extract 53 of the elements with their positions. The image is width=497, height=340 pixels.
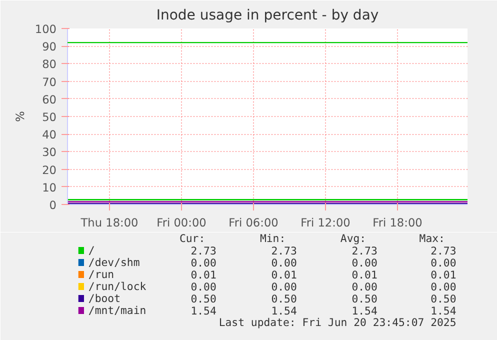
text: Max:: [419, 232, 445, 245]
text: 0.00: [190, 256, 216, 270]
text: 2.73: [190, 244, 216, 258]
text: 1.54: [352, 304, 378, 318]
y-tick-label: 20: [42, 162, 57, 177]
text: 0.50: [352, 292, 378, 306]
text: 1.54: [271, 304, 297, 318]
text: 2.73: [271, 244, 297, 258]
x-tick-label: Thu 18:00: [80, 216, 138, 230]
legend-label: /boot: [88, 292, 121, 305]
legend-label: /run/lock: [88, 280, 147, 293]
text: 0.50: [430, 292, 456, 306]
text: 0.00: [352, 280, 378, 294]
text: 0.00: [352, 256, 378, 270]
y-tick-label: 70: [42, 74, 57, 89]
y-tick-label: 60: [42, 92, 57, 106]
legend-label: /: [88, 244, 95, 257]
x-tick-label: Fri 18:00: [372, 216, 422, 230]
text: 2.73: [430, 244, 456, 258]
y-axis-title: %: [12, 110, 27, 122]
text: 0.00: [190, 280, 216, 294]
y-tick-label: 100: [34, 22, 57, 36]
y-tick-label: 40: [42, 128, 57, 142]
text: 0.00: [430, 280, 456, 294]
y-tick-label: 80: [42, 57, 57, 72]
x-tick-label: Fri 12:00: [300, 216, 350, 230]
x-tick-label: Fri 00:00: [156, 216, 206, 230]
chart-title: Inode usage in percent - by day: [156, 8, 379, 24]
text: 1.54: [190, 304, 216, 318]
text: Cur:: [179, 232, 206, 245]
y-tick-label: 10: [42, 180, 57, 194]
text: Avg:: [340, 232, 366, 245]
text: 0.00: [271, 280, 297, 294]
y-tick-label: 30: [42, 145, 57, 160]
text: 0.00: [430, 256, 456, 270]
y-tick-label: 50: [42, 110, 57, 124]
text: 1.54: [430, 304, 456, 318]
text: Min:: [260, 232, 286, 245]
x-tick-label: Fri 06:00: [228, 216, 278, 230]
text: 0.01: [430, 268, 456, 282]
text: 0.01: [190, 268, 216, 282]
y-tick-label: 0: [49, 198, 57, 212]
text: 0.50: [271, 292, 297, 306]
text: 0.00: [271, 256, 297, 270]
text: 2.73: [352, 244, 378, 258]
text: Last update: Fri Jun 20 23:45:07 2025: [218, 316, 456, 329]
legend-label: /run: [88, 268, 114, 281]
text: 0.01: [352, 268, 378, 282]
text: 0.01: [271, 268, 297, 282]
legend-label: /mnt/main: [88, 304, 146, 317]
text: 0.50: [190, 292, 216, 306]
y-tick-label: 90: [42, 40, 57, 54]
legend-label: /dev/shm: [88, 256, 140, 269]
